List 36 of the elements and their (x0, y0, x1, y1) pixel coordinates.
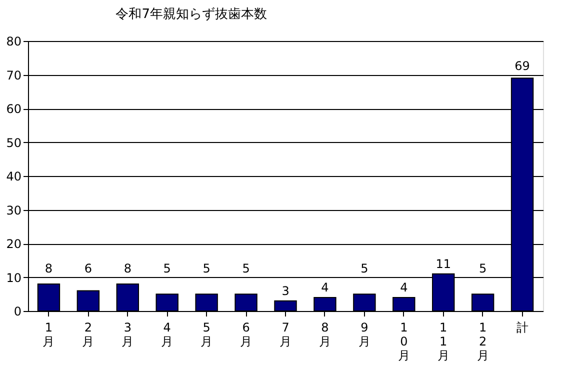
data-label: 4 (321, 280, 329, 294)
y-tick-label: 20 (6, 237, 22, 251)
x-tick-label: 12月 (476, 320, 489, 362)
data-label: 11 (436, 256, 451, 271)
x-tick-label: 計 (516, 320, 528, 334)
x-tick-label: 1月 (42, 320, 55, 348)
data-label: 5 (163, 261, 171, 276)
data-label: 6 (84, 261, 92, 276)
y-tick-label: 70 (6, 68, 22, 82)
data-label: 8 (124, 261, 132, 276)
x-tick-label: 3月 (122, 320, 134, 348)
data-label: 8 (44, 261, 53, 276)
x-tick-label: 4月 (161, 320, 174, 348)
y-tick-label: 50 (6, 136, 22, 150)
data-label: 5 (479, 261, 487, 276)
y-tick-label: 30 (6, 203, 22, 218)
x-tick-label: 6月 (240, 320, 252, 348)
chart-title: 令和7年親知らず抜歯本数 (116, 7, 268, 22)
y-tick-label: 40 (6, 170, 22, 184)
x-tick-label: 10月 (398, 320, 410, 362)
y-tick-label: 0 (14, 304, 22, 318)
x-tick-label: 5月 (200, 320, 213, 348)
data-label: 3 (282, 284, 290, 298)
x-tick-label: 2月 (82, 320, 94, 348)
data-label: 5 (202, 261, 210, 276)
data-label: 5 (360, 261, 368, 276)
data-label: 69 (514, 58, 530, 73)
x-tick-label: 8月 (318, 320, 331, 348)
data-label: 5 (242, 261, 250, 276)
data-label: 4 (400, 280, 408, 294)
x-tick-label: 11月 (437, 320, 450, 362)
y-tick-label: 10 (6, 270, 22, 285)
y-tick-label: 80 (6, 34, 22, 48)
y-tick-label: 60 (6, 102, 22, 116)
x-tick-label: 9月 (358, 320, 370, 348)
x-tick-label: 7月 (280, 320, 292, 348)
